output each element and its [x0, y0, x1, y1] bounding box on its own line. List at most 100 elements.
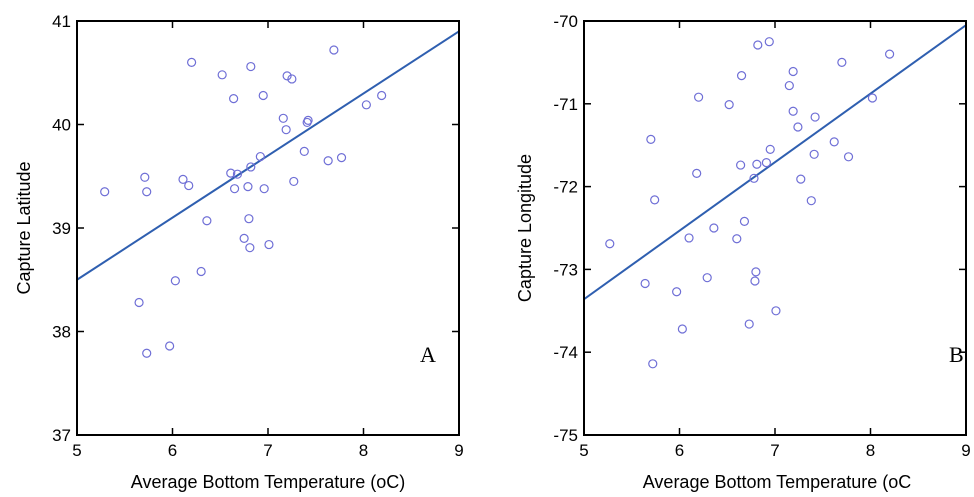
y-axis-title-a: Capture Latitude — [14, 161, 34, 294]
data-point-a-10 — [196, 266, 206, 277]
data-point-a-37 — [336, 153, 347, 163]
data-point-a-35 — [323, 156, 333, 166]
data-point-a-31 — [289, 176, 299, 187]
data-point-b-39 — [884, 49, 895, 59]
data-point-b-26 — [771, 306, 781, 316]
data-point-b-19 — [750, 276, 760, 286]
data-point-a-21 — [246, 162, 256, 172]
data-point-a-4 — [142, 348, 152, 358]
data-point-b-32 — [806, 196, 816, 206]
data-point-a-7 — [178, 174, 188, 184]
data-point-a-23 — [255, 151, 265, 162]
data-point-b-11 — [709, 223, 719, 233]
data-point-b-25 — [765, 144, 775, 154]
data-point-b-36 — [837, 57, 847, 68]
y-tick-label-b-1: -74 — [553, 343, 578, 362]
data-point-b-35 — [829, 137, 839, 147]
x-tick-label-b-0: 5 — [579, 441, 588, 460]
data-point-b-24 — [764, 37, 774, 47]
chart-panel-a: 5 6 7 8 9 37 38 39 40 41 A Average Bottom Tempera… — [14, 12, 464, 492]
plot-frame-a — [76, 20, 460, 436]
data-point-a-8 — [184, 180, 194, 191]
data-point-a-20 — [245, 243, 255, 253]
y-tick-label-b-3: -72 — [553, 178, 578, 197]
data-point-b-23 — [761, 157, 772, 168]
fit-line-b — [584, 24, 966, 301]
panel-label-a: A — [420, 342, 436, 367]
y-tick-label-a-1: 38 — [52, 323, 71, 342]
data-point-a-34 — [303, 115, 313, 125]
data-point-a-9 — [187, 57, 197, 68]
data-point-b-33 — [809, 149, 819, 159]
data-point-a-0 — [100, 187, 110, 197]
y-tick-label-a-0: 37 — [52, 426, 71, 445]
data-point-a-2 — [140, 172, 150, 182]
y-tick-label-b-2: -73 — [553, 260, 578, 279]
data-point-b-3 — [648, 359, 658, 369]
fit-line-group-b — [584, 24, 966, 301]
x-tick-label-b-3: 8 — [866, 441, 875, 460]
data-point-a-30 — [287, 74, 297, 84]
data-point-b-38 — [867, 93, 878, 103]
x-tick-label-b-4: 9 — [961, 441, 970, 460]
data-point-a-26 — [264, 239, 274, 250]
data-point-a-15 — [229, 184, 240, 194]
data-point-a-17 — [239, 233, 249, 243]
data-point-b-10 — [702, 273, 712, 283]
data-point-b-2 — [646, 134, 656, 145]
data-point-b-30 — [793, 122, 803, 132]
data-point-b-31 — [796, 174, 806, 184]
y-tick-label-b-0: -75 — [553, 426, 578, 445]
chart-panel-b: 5 6 7 8 9 -75 -74 -73 -72 -71 -70 B Average Bottom… — [515, 12, 971, 492]
x-tick-label-a-4: 9 — [454, 441, 463, 460]
data-point-a-38 — [361, 100, 371, 110]
data-point-b-9 — [693, 92, 704, 102]
ticks-group-a: 5 6 7 8 9 37 38 39 40 41 — [52, 12, 464, 460]
data-point-a-25 — [259, 184, 269, 194]
ticks-group-b: 5 6 7 8 9 -75 -74 -73 -72 -71 -70 — [553, 12, 970, 460]
x-tick-label-a-0: 5 — [72, 441, 81, 460]
fit-line-group-a — [77, 30, 459, 281]
data-point-a-39 — [377, 90, 387, 101]
y-tick-label-a-3: 40 — [52, 116, 71, 135]
data-point-b-29 — [788, 66, 798, 77]
data-point-a-3 — [142, 187, 152, 197]
data-point-b-15 — [736, 71, 747, 81]
data-point-b-21 — [752, 159, 762, 169]
x-tick-label-a-3: 8 — [359, 441, 368, 460]
data-point-b-14 — [736, 160, 746, 170]
data-point-b-6 — [677, 324, 687, 334]
data-point-b-22 — [753, 40, 763, 50]
data-point-b-20 — [751, 267, 761, 277]
data-point-a-1 — [134, 297, 144, 308]
x-tick-label-b-1: 6 — [675, 441, 684, 460]
points-group-a — [100, 45, 387, 358]
x-axis-title-b: Average Bottom Temperature (oC — [643, 472, 911, 492]
data-point-b-0 — [605, 239, 615, 249]
x-axis-title-a: Average Bottom Temperature (oC) — [131, 472, 405, 492]
data-point-b-28 — [788, 106, 798, 116]
points-group-b — [605, 37, 895, 369]
data-point-a-12 — [217, 70, 227, 80]
data-point-a-13 — [226, 168, 236, 178]
data-point-a-22 — [246, 61, 256, 72]
data-point-a-5 — [165, 341, 175, 351]
data-point-b-5 — [672, 287, 682, 297]
x-tick-label-a-2: 7 — [263, 441, 272, 460]
data-point-a-36 — [329, 45, 339, 55]
data-point-a-11 — [202, 216, 212, 226]
data-point-a-16 — [232, 169, 243, 179]
fit-line-a — [77, 30, 459, 281]
plot-frame-b — [583, 20, 967, 436]
y-tick-label-a-2: 39 — [52, 219, 71, 238]
data-point-b-18 — [749, 173, 759, 183]
y-tick-label-a-4: 41 — [52, 12, 71, 31]
data-point-a-28 — [281, 125, 291, 135]
y-tick-label-b-4: -71 — [553, 95, 578, 114]
data-point-b-17 — [744, 319, 754, 329]
data-point-a-32 — [299, 146, 309, 157]
data-point-a-18 — [243, 182, 253, 192]
data-point-b-4 — [650, 195, 660, 205]
panel-label-b: B — [949, 342, 964, 367]
